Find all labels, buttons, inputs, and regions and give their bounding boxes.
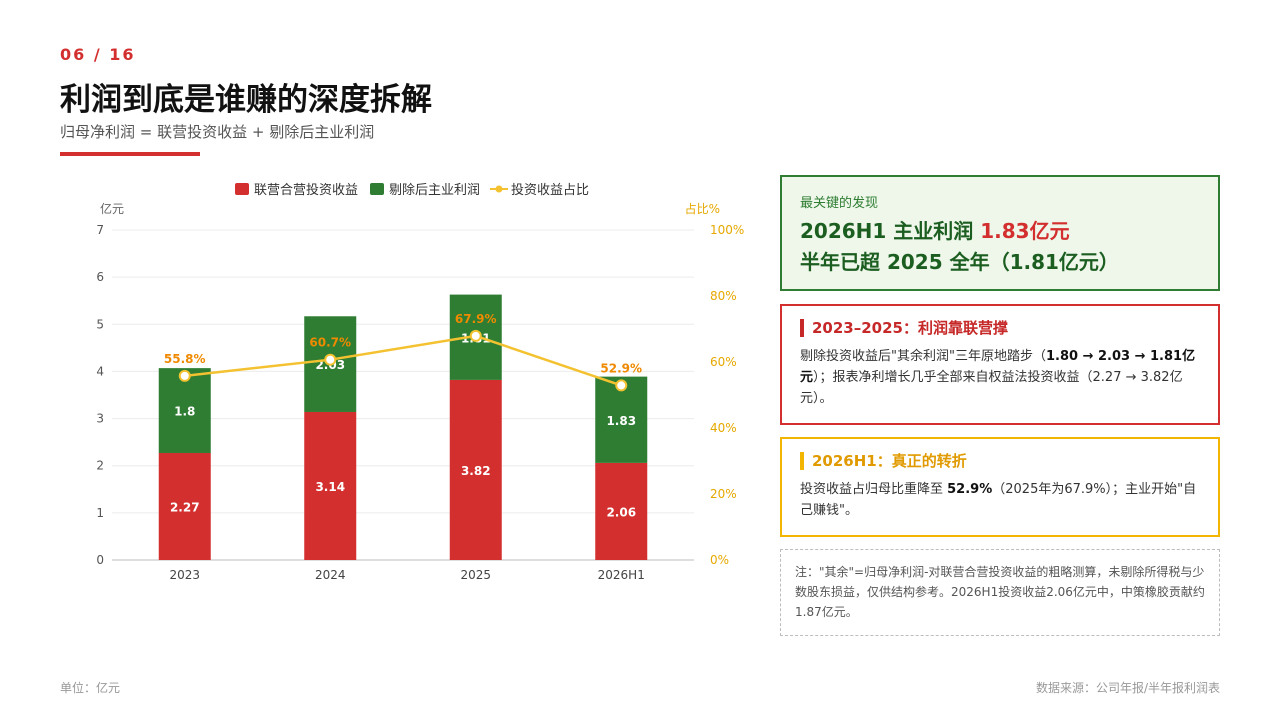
y-tick-right: 100% [710,223,744,237]
x-tick-label: 2025 [460,568,491,582]
y-tick-left: 6 [96,270,104,284]
ratio-point-label: 55.8% [164,352,206,366]
x-tick-label: 2026H1 [598,568,645,582]
key-finding-line2: 半年已超 2025 全年（1.81亿元） [800,250,1119,274]
bar-value-label: 1.83 [606,414,636,428]
ratio-point-label: 60.7% [309,336,351,350]
bar-segment [304,411,357,560]
insight-text: 投资收益占归母比重降至 [800,482,948,497]
insight-card-body: 剔除投资收益后"其余利润"三年原地踏步（1.80 → 2.03 → 1.81亿元… [800,346,1200,409]
insight-text: ）；报表净利增长几乎全部来自权益法投资收益（2.27 → 3.82亿元）。 [800,370,1183,406]
legend-swatch [235,183,249,195]
bar-value-label: 2.06 [606,505,636,519]
key-finding-kicker: 最关键的发现 [800,196,879,211]
y-tick-right: 80% [710,289,737,303]
bar-value-label: 1.8 [174,405,195,419]
key-finding-headline: 2026H1 主业利润 1.83亿元 半年已超 2025 全年（1.81亿元） [800,216,1200,278]
insight-card-body: 投资收益占归母比重降至 52.9%（2025年为67.9%）；主业开始"自己赚钱… [800,479,1200,521]
ratio-point [469,329,482,342]
y-tick-left: 2 [96,459,104,473]
legend-marker [495,185,503,193]
y-tick-left: 5 [96,317,104,331]
methodology-note: 注："其余"=归母净利润-对联营合营投资收益的粗略测算，未剔除所得税与少数股东损… [780,549,1220,636]
legend-label: 剔除后主业利润 [389,183,480,198]
bar-segment [158,368,211,453]
legend-label: 联营合营投资收益 [254,182,358,198]
y-axis-left-label: 亿元 [100,201,124,216]
insight-highlight: 1.80 → 2.03 → 1.81亿元 [800,349,1196,385]
bar-value-label: 3.14 [315,480,345,494]
ratio-point-label: 52.9% [600,361,642,375]
page-title: 利润到底是谁赚的深度拆解 [60,82,432,118]
ratio-point [324,353,337,366]
key-finding-card: 最关键的发现 2026H1 主业利润 1.83亿元 半年已超 2025 全年（1… [780,175,1220,291]
ratio-line [184,334,622,387]
y-tick-right: 60% [710,355,737,369]
y-tick-left: 1 [96,506,104,520]
bar-value-label: 2.27 [170,500,200,514]
x-tick-label: 2023 [169,568,200,582]
y-tick-left: 3 [96,412,104,426]
insight-card-2023-2025: 2023–2025：利润靠联营撑 剔除投资收益后"其余利润"三年原地踏步（1.8… [780,304,1220,425]
insight-text: （2025年为67.9%）；主业开始"自己赚钱"。 [800,482,1197,518]
y-tick-right: 40% [710,421,737,435]
legend-label: 投资收益占比 [511,182,589,198]
key-finding-line1-highlight: 1.83亿元 [980,219,1070,243]
page-number: 06 / 16 [60,45,136,64]
x-tick-label: 2024 [315,568,346,582]
legend-swatch [370,183,384,195]
bar-value-label: 3.82 [461,464,491,478]
insight-card-heading: 2026H1：真正的转折 [800,452,1200,470]
title-underline [60,152,200,156]
insight-text: 剔除投资收益后"其余利润"三年原地踏步（ [800,349,1046,364]
insight-card-2026h1: 2026H1：真正的转折 投资收益占归母比重降至 52.9%（2025年为67.… [780,437,1220,537]
y-tick-left: 0 [96,553,104,567]
unit-footnote: 单位：亿元 [60,681,121,695]
ratio-point [178,369,191,382]
source-footnote: 数据来源：公司年报/半年报利润表 [1035,681,1220,695]
key-finding-line1-prefix: 2026H1 主业利润 [800,219,981,243]
bar-segment [158,452,211,560]
page-subtitle: 归母净利润 = 联营投资收益 + 剔除后主业利润 [60,123,375,141]
bar-segment [595,462,648,560]
insight-highlight: 52.9% [947,482,993,497]
bar-segment [449,379,502,560]
y-tick-right: 0% [710,553,729,567]
y-tick-left: 7 [96,223,104,237]
ratio-point [615,379,628,392]
insight-card-heading: 2023–2025：利润靠联营撑 [800,319,1200,337]
ratio-point-label: 67.9% [455,312,497,326]
y-axis-right-label: 占比% [685,201,720,216]
y-tick-left: 4 [96,364,104,378]
y-tick-right: 20% [710,487,737,501]
